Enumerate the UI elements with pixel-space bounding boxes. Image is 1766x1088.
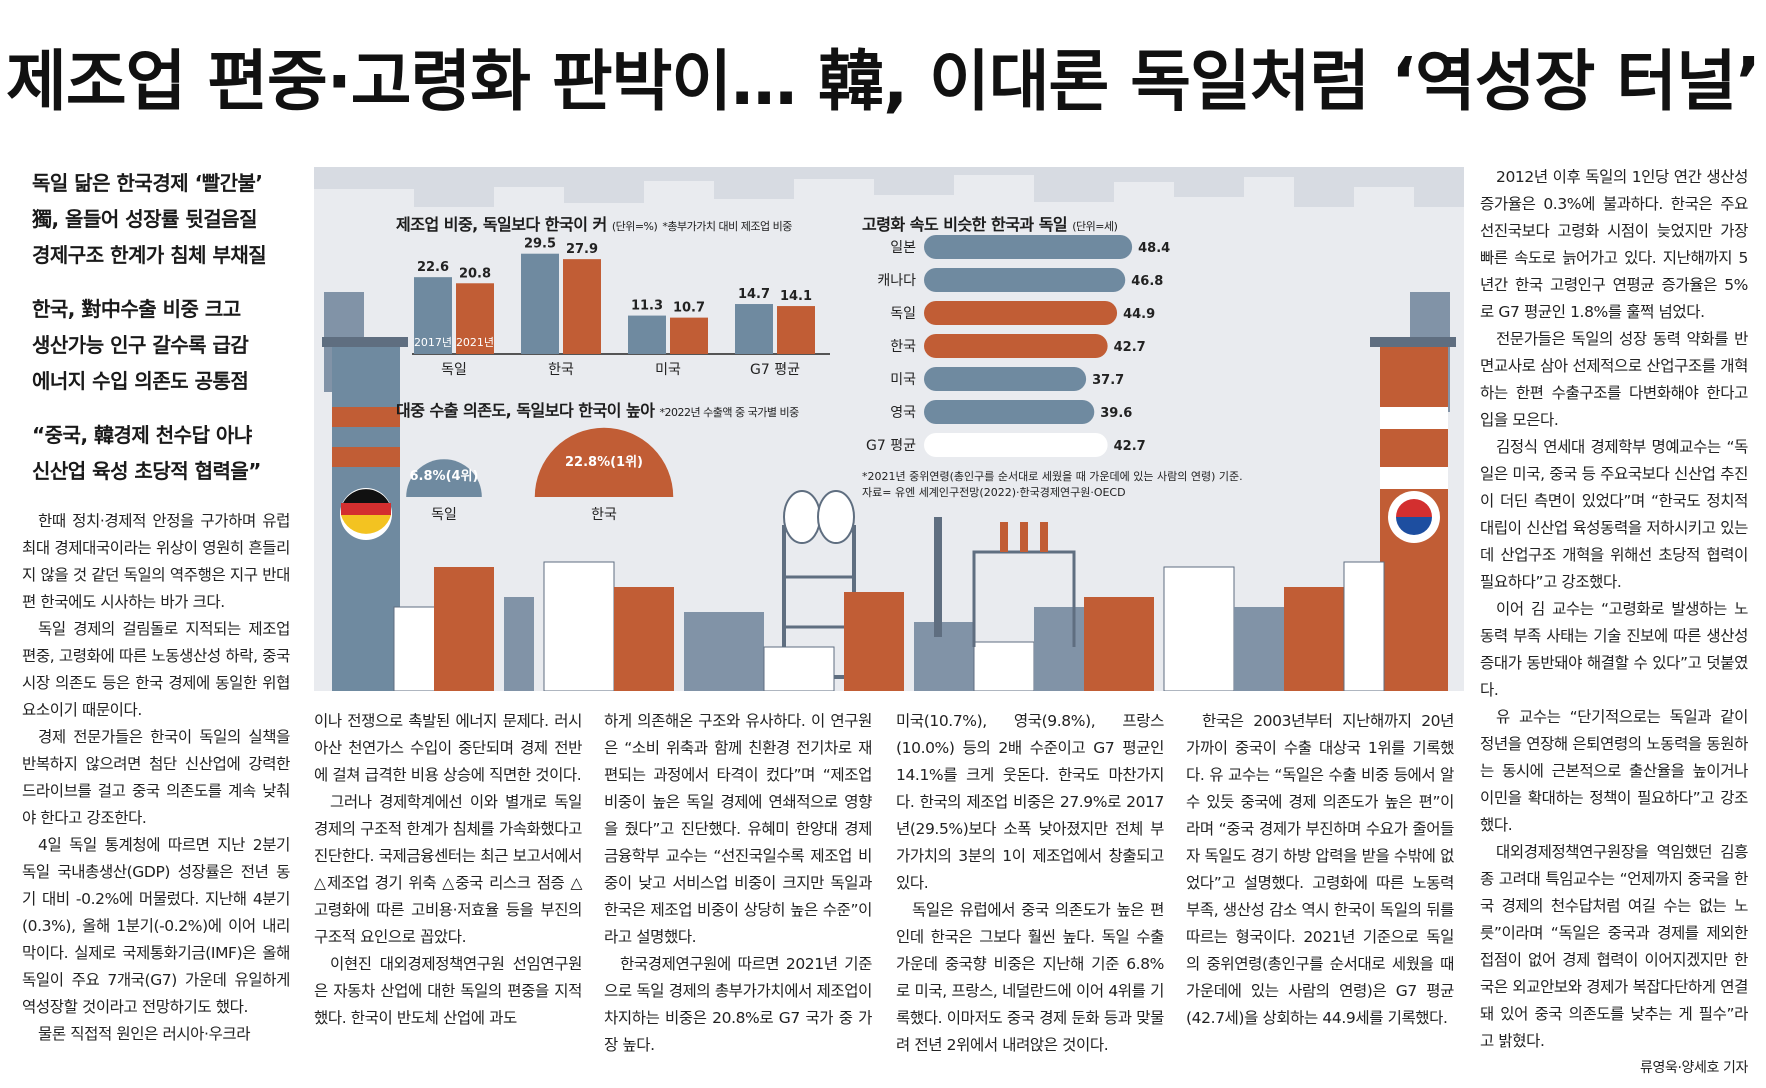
hbar-한국 (924, 334, 1108, 358)
hbar-category-label: 독일 (890, 306, 916, 322)
paragraph: 이나 전쟁으로 촉발된 에너지 문제다. 러시아산 천연가스 수입이 중단되며 … (314, 712, 582, 784)
headline: 제조업 편중·고령화 판박이… 韓, 이대론 독일처럼 ‘역성장 터널’ (6, 43, 1761, 120)
bar-value-label: 29.5 (524, 237, 556, 252)
bar-value-label: 11.3 (631, 299, 663, 314)
paragraph: 유 교수는 “단기적으로는 독일과 같이 정년을 연장해 은퇴연령의 노동력을 … (1480, 708, 1748, 834)
hbar-category-label: 한국 (890, 339, 916, 355)
hbar-value-label: 48.4 (1138, 241, 1170, 256)
paragraph: 독일 경제의 걸림돌로 지적되는 제조업 편중, 고령화에 따른 노동생산성 하… (22, 620, 290, 719)
bar-한국-2021년 (563, 259, 601, 354)
paragraph: 한때 정치·경제적 안정을 구가하며 유럽 최대 경제대국이라는 위상이 영원히… (22, 512, 290, 611)
column-5: 한국은 2003년부터 지난해까지 20년 가까이 중국이 수출 대상국 1위를… (1186, 708, 1454, 1032)
column-4: 미국(10.7%), 영국(9.8%), 프랑스(10.0%) 등의 2배 수준… (896, 708, 1164, 1059)
bar-G7 평균-2021년 (777, 306, 815, 354)
chart3-note: *2021년 중위연령(총인구를 순서대로 세웠을 때 가운데에 있는 사람의 … (862, 470, 1243, 483)
bar-value-label: 14.7 (738, 287, 770, 302)
hbar-value-label: 44.9 (1123, 307, 1155, 322)
paragraph: 경제 전문가들은 한국이 독일의 실책을 반복하지 않으려면 첨단 신산업에 강… (22, 728, 290, 827)
hbar-category-label: 미국 (890, 372, 916, 388)
paragraph: 독일은 유럽에서 중국 의존도가 높은 편인데 한국은 그보다 훨씬 높다. 독… (896, 901, 1164, 1054)
paragraph: 한국경제연구원에 따르면 2021년 기준으로 독일 경제의 총부가가치에서 제… (604, 955, 872, 1054)
bar-독일-2017년 (414, 277, 452, 354)
pie-한국 (534, 427, 674, 497)
series-label: 2021년 (456, 336, 494, 349)
bar-독일-2021년 (456, 283, 494, 354)
chart3-title: 고령화 속도 비슷한 한국과 독일 (단위=세) (862, 215, 1118, 234)
paragraph: 대외경제정책연구원장을 역임했던 김흥종 고려대 특임교수는 “언제까지 중국을… (1480, 843, 1748, 1050)
column-3: 하게 의존해온 구조와 유사하다. 이 연구원은 “소비 위축과 함께 친환경 … (604, 708, 872, 1059)
hbar-category-label: 영국 (890, 405, 916, 421)
subhead-group-3: “중국, 韓경제 천수답 아냐 신산업 육성 초당적 협력을” (32, 417, 297, 489)
paragraph: 물론 직접적 원인은 러시아·우크라 (38, 1025, 251, 1043)
hbar-영국 (924, 400, 1095, 424)
bar-G7 평균-2017년 (735, 304, 773, 354)
chart2-title: 대중 수출 의존도, 독일보다 한국이 높아 *2022년 수출액 중 국가별 … (396, 401, 799, 420)
infographic: 제조업 비중, 독일보다 한국이 커 (단위=%) *총부가가치 대비 제조업 … (314, 167, 1464, 691)
subhead-line: 신산업 육성 초당적 협력을” (32, 459, 261, 483)
subhead-line: 생산가능 인구 갈수록 급감 (32, 333, 249, 357)
paragraph: 미국(10.7%), 영국(9.8%), 프랑스(10.0%) 등의 2배 수준… (896, 712, 1164, 892)
subheads: 독일 닮은 한국경제 ‘빨간불’ 獨, 올들어 성장률 뒷걸음질 경제구조 한계… (32, 165, 297, 507)
pie-category-label: 한국 (591, 507, 617, 523)
hbar-value-label: 42.7 (1114, 439, 1146, 454)
category-label: 독일 (441, 362, 467, 378)
hbar-value-label: 42.7 (1114, 340, 1146, 355)
category-label: G7 평균 (750, 362, 800, 378)
paragraph: 한국은 2003년부터 지난해까지 20년 가까이 중국이 수출 대상국 1위를… (1186, 712, 1454, 1027)
series-label: 2017년 (414, 336, 452, 349)
bar-value-label: 27.9 (566, 242, 598, 257)
hbar-일본 (924, 235, 1133, 259)
bar-미국-2017년 (628, 315, 666, 354)
byline: 류영욱·양세호 기자 (1640, 1060, 1748, 1076)
subhead-group-2: 한국, 對中수출 비중 크고 생산가능 인구 갈수록 급감 에너지 수입 의존도… (32, 291, 297, 399)
hbar-G7 평균 (924, 433, 1108, 457)
subhead-line: 獨, 올들어 성장률 뒷걸음질 (32, 207, 258, 231)
hbar-category-label: 일본 (890, 240, 916, 256)
chart3-source: 자료= 유엔 세계인구전망(2022)·한국경제연구원·OECD (862, 486, 1126, 499)
paragraph: 김정식 연세대 경제학부 명예교수는 “독일은 미국, 중국 등 주요국보다 신… (1480, 438, 1748, 591)
category-label: 한국 (548, 362, 574, 378)
hbar-캐나다 (924, 268, 1126, 292)
subhead-group-1: 독일 닮은 한국경제 ‘빨간불’ 獨, 올들어 성장률 뒷걸음질 경제구조 한계… (32, 165, 297, 273)
pie-독일 (406, 459, 482, 497)
hbar-독일 (924, 301, 1118, 325)
paragraph: 2012년 이후 독일의 1인당 연간 생산성 증가율은 0.3%에 불과하다.… (1480, 168, 1748, 321)
column-6: 2012년 이후 독일의 1인당 연간 생산성 증가율은 0.3%에 불과하다.… (1480, 164, 1748, 1082)
hbar-category-label: G7 평균 (866, 438, 916, 454)
hbar-value-label: 46.8 (1131, 274, 1163, 289)
column-1: 한때 정치·경제적 안정을 구가하며 유럽 최대 경제대국이라는 위상이 영원히… (22, 508, 290, 1048)
subhead-line: “중국, 韓경제 천수답 아냐 (32, 423, 252, 447)
paragraph: 이어 김 교수는 “고령화로 발생하는 노동력 부족 사태는 기술 진보에 따른… (1480, 600, 1748, 699)
bar-미국-2021년 (670, 317, 708, 354)
chart1-title: 제조업 비중, 독일보다 한국이 커 (단위=%) *총부가가치 대비 제조업 … (396, 215, 792, 234)
paragraph: 전문가들은 독일의 성장 동력 약화를 반면교사로 삼아 선제적으로 산업구조를… (1480, 330, 1748, 429)
subhead-line: 한국, 對中수출 비중 크고 (32, 297, 241, 321)
bar-value-label: 22.6 (417, 260, 449, 275)
subhead-line: 경제구조 한계가 침체 부채질 (32, 243, 267, 267)
paragraph: 그러나 경제학계에선 이와 별개로 독일 경제의 구조적 한계가 침체를 가속화… (314, 793, 582, 946)
paragraph: 하게 의존해온 구조와 유사하다. 이 연구원은 “소비 위축과 함께 친환경 … (604, 712, 872, 946)
pie-category-label: 독일 (431, 507, 457, 523)
bar-한국-2017년 (521, 253, 559, 354)
infographic-background (314, 167, 1464, 691)
pie-value-label: 6.8%(4위) (410, 469, 479, 484)
hbar-미국 (924, 367, 1087, 391)
hbar-value-label: 37.7 (1092, 373, 1124, 388)
chart2-pies: 6.8%(4위) 독일 22.8%(1위) 한국 (406, 427, 674, 523)
paragraph: 이현진 대외경제정책연구원 선임연구원은 자동차 산업에 대한 독일의 편중을 … (314, 955, 582, 1027)
subhead-line: 독일 닮은 한국경제 ‘빨간불’ (32, 171, 263, 195)
hbar-value-label: 39.6 (1100, 406, 1132, 421)
bar-value-label: 14.1 (780, 289, 812, 304)
subhead-line: 에너지 수입 의존도 공통점 (32, 369, 249, 393)
bar-value-label: 20.8 (459, 266, 491, 281)
column-2: 이나 전쟁으로 촉발된 에너지 문제다. 러시아산 천연가스 수입이 중단되며 … (314, 708, 582, 1032)
hbar-category-label: 캐나다 (877, 273, 916, 289)
pie-value-label: 22.8%(1위) (565, 455, 643, 470)
chart3-bars: 일본 48.4 캐나다 46.8 독일 44.9 한국 42.7 미국 37.7 영국 39.6 G7 … (866, 235, 1170, 457)
category-label: 미국 (655, 362, 681, 378)
bar-value-label: 10.7 (673, 301, 705, 316)
paragraph: 4일 독일 통계청에 따르면 지난 2분기 독일 국내총생산(GDP) 성장률은… (22, 836, 290, 1016)
